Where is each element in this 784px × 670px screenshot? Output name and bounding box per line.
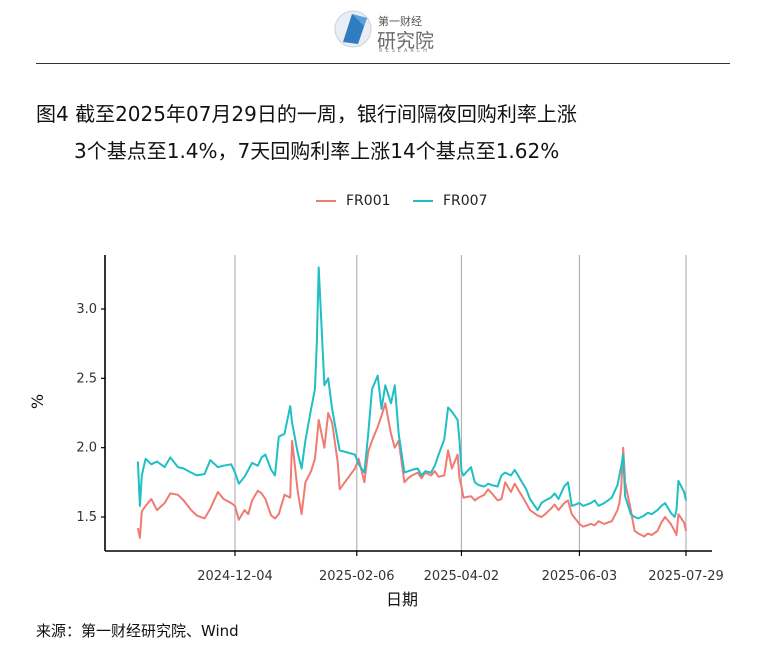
chart-title-line1: 图4 截至2025年07月29日的一周，银行间隔夜回购利率上涨 <box>36 102 577 126</box>
x-tick-label: 2025-02-06 <box>319 569 395 584</box>
legend-label-fr007: FR007 <box>442 193 488 209</box>
y-tick-label: 3.0 <box>76 302 97 317</box>
y-tick-label: 1.5 <box>76 510 97 525</box>
chart-title: 图4 截至2025年07月29日的一周，银行间隔夜回购利率上涨 3个基点至1.4… <box>36 96 577 170</box>
y-axis-title: % <box>28 393 48 410</box>
legend-swatch-fr007 <box>412 200 433 202</box>
y-tick-label: 2.0 <box>76 441 97 456</box>
x-tick-label: 2025-06-03 <box>542 569 618 584</box>
chart-title-line2: 3个基点至1.4%，7天回购利率上涨14个基点至1.62% <box>74 139 560 163</box>
legend-label-fr001: FR001 <box>346 193 391 209</box>
chart-legend: FR001 FR007 <box>316 190 505 209</box>
series-line-fr007 <box>136 266 687 520</box>
logo-emblem-icon <box>334 10 372 48</box>
x-tick-label: 2024-12-04 <box>197 569 273 584</box>
y-tick-label: 2.5 <box>76 371 97 386</box>
legend-swatch-fr001 <box>316 200 336 202</box>
logo-sub-text: RESEARCH <box>379 48 430 54</box>
brand-logo: 第一财经 研究院 RESEARCH <box>333 6 443 56</box>
x-tick-label: 2025-04-02 <box>424 569 500 584</box>
logo-main-text: 研究院 <box>377 30 435 52</box>
x-tick-label: 2025-07-29 <box>648 569 724 584</box>
legend-item-fr001: FR001 <box>316 193 391 209</box>
source-note: 来源：第一财经研究院、Wind <box>36 622 239 640</box>
logo-top-text: 第一财经 <box>378 15 422 28</box>
x-axis-title: 日期 <box>386 590 419 609</box>
header-divider <box>36 63 730 64</box>
series-line-fr001 <box>136 402 687 539</box>
legend-item-fr007: FR007 <box>412 193 488 209</box>
